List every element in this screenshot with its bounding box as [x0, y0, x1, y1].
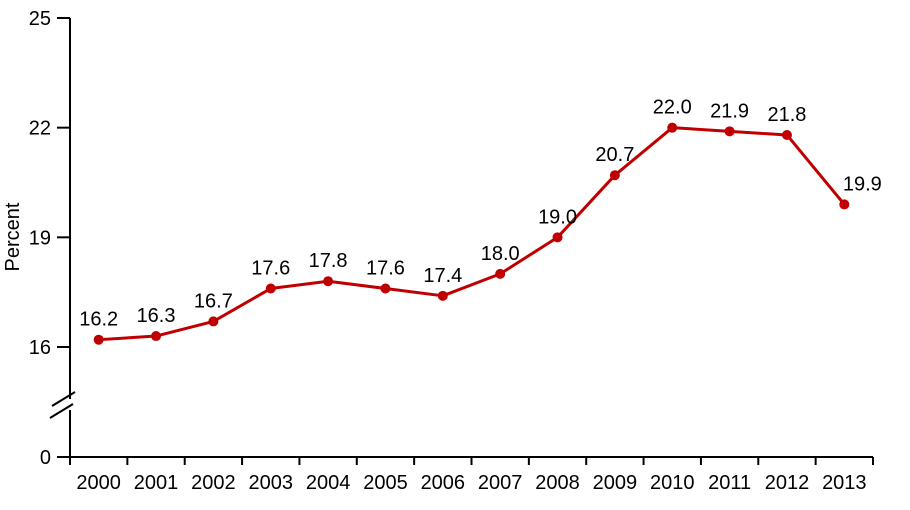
data-label: 17.6	[366, 258, 405, 280]
y-axis-tick-label: 22	[29, 118, 51, 140]
data-point	[495, 268, 506, 279]
data-point	[323, 276, 334, 287]
data-label: 17.8	[309, 250, 348, 272]
data-label: 20.7	[595, 144, 634, 166]
x-axis-tick-label: 2011	[708, 472, 751, 494]
data-point	[667, 122, 678, 133]
x-axis-tick-label: 2004	[306, 472, 351, 494]
data-point	[724, 126, 735, 137]
y-axis-tick-label: 16	[29, 337, 51, 359]
data-point	[552, 232, 563, 243]
data-point	[609, 170, 620, 181]
data-label: 16.7	[194, 290, 233, 312]
x-axis-tick-label: 2007	[478, 472, 523, 494]
axis-break-slash-icon	[49, 403, 74, 419]
x-axis-tick-label: 2010	[650, 472, 695, 494]
x-axis-tick-label: 2012	[765, 472, 810, 494]
data-label: 16.2	[79, 309, 118, 331]
data-label: 22.0	[653, 97, 692, 119]
data-label: 16.3	[137, 305, 176, 327]
x-axis-tick-label: 2001	[134, 472, 179, 494]
x-axis-tick-label: 2005	[363, 472, 408, 494]
x-axis-tick-label: 2006	[421, 472, 466, 494]
x-axis-tick-label: 2002	[191, 472, 236, 494]
data-point	[380, 283, 391, 294]
y-axis-tick-label: 0	[40, 447, 51, 469]
x-axis-tick-label: 2000	[76, 472, 121, 494]
axis-break-slash-icon	[51, 391, 76, 407]
data-point	[93, 334, 104, 345]
data-point	[781, 129, 792, 140]
data-point	[208, 316, 219, 327]
x-axis-tick-label: 2013	[822, 472, 867, 494]
data-label: 19.9	[843, 173, 882, 195]
y-axis-tick-label: 19	[29, 227, 51, 249]
data-label: 18.0	[481, 243, 520, 265]
series-line	[97, 126, 846, 342]
x-axis-tick-label: 2009	[593, 472, 638, 494]
x-axis-tick-label: 2008	[535, 472, 580, 494]
data-label: 17.6	[251, 258, 290, 280]
data-point	[151, 331, 162, 342]
data-label: 17.4	[423, 265, 462, 287]
data-label: 21.9	[710, 100, 749, 122]
data-label: 19.0	[538, 206, 577, 228]
x-axis-tick-label: 2003	[249, 472, 294, 494]
data-point	[265, 283, 276, 294]
data-point	[839, 199, 850, 210]
data-label: 21.8	[767, 104, 806, 126]
y-axis-tick-label: 25	[29, 8, 51, 30]
data-point	[437, 290, 448, 301]
